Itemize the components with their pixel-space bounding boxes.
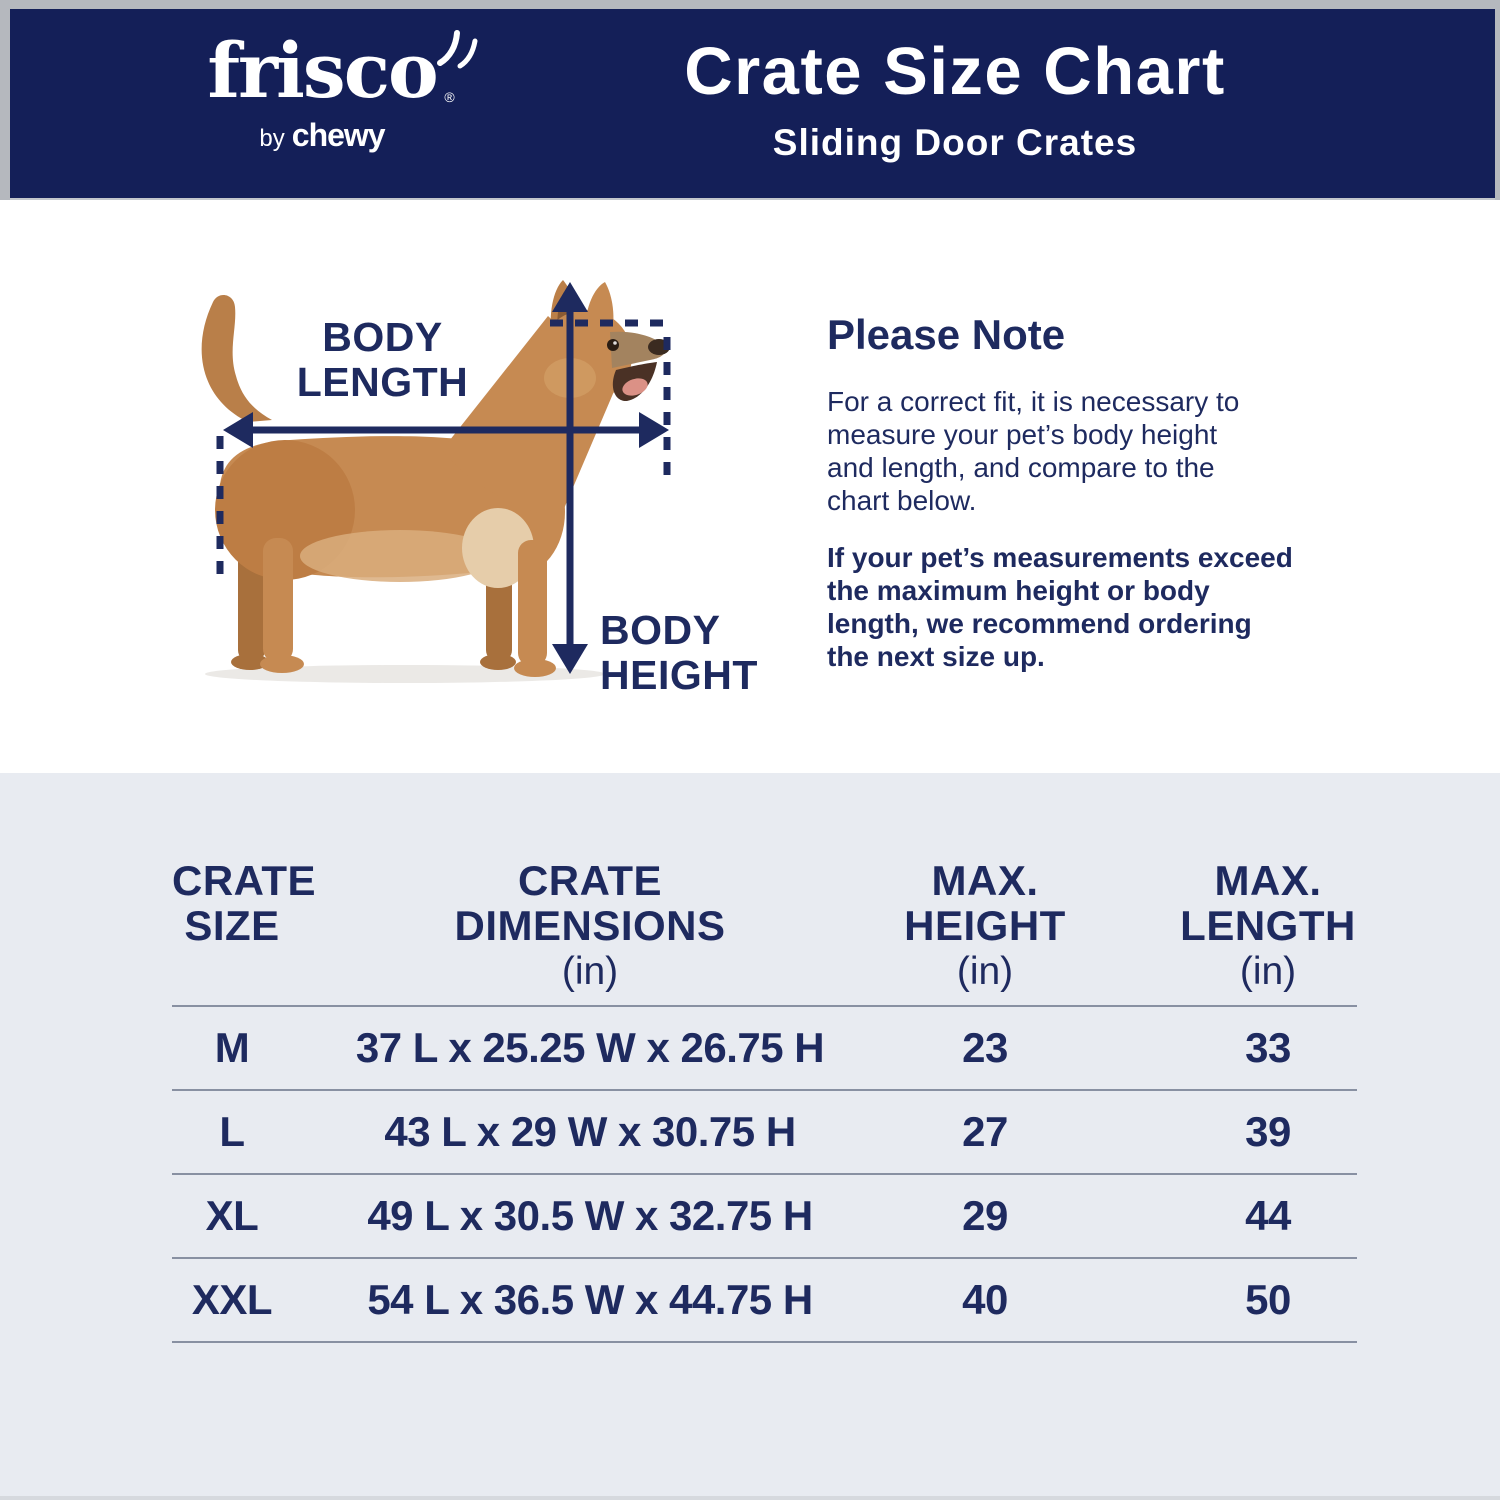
- note-bold-line: the maximum height or body: [827, 575, 1210, 606]
- byline-prefix: by: [259, 125, 285, 152]
- column-header-crate-dimensions: CRATE DIMENSIONS (in): [454, 857, 726, 993]
- dog-front-paw-far: [480, 654, 516, 670]
- table-divider: [172, 1005, 1357, 1007]
- frisco-wordmark: frisco: [207, 26, 438, 115]
- dog-rear-paw-near: [260, 655, 304, 673]
- table-divider: [172, 1089, 1357, 1091]
- body-height-arrowhead-bottom: [552, 644, 588, 674]
- note-bold-line: length, we recommend ordering: [827, 608, 1252, 639]
- cell-dimensions: 43 L x 29 W x 30.75 H: [384, 1108, 796, 1155]
- swoosh-icon: [436, 30, 478, 69]
- dog-chest-patch: [462, 508, 534, 588]
- note-bold-line: If your pet’s measurements exceed: [827, 542, 1293, 573]
- table-row-xl: XL 49 L x 30.5 W x 32.75 H 29 44: [172, 1175, 1454, 1257]
- column-header-max-height: MAX. HEIGHT (in): [904, 857, 1066, 993]
- body-height-label-line1: BODY: [600, 607, 721, 653]
- dog-rear-leg-near: [263, 538, 293, 662]
- note-paragraph-bold: If your pet’s measurements exceed the ma…: [827, 541, 1347, 673]
- body-length-arrowhead-right: [639, 412, 669, 448]
- column-header-crate-size: CRATE SIZE: [172, 857, 317, 949]
- cell-max-height: 23: [962, 1024, 1008, 1071]
- table-divider: [172, 1257, 1357, 1259]
- cell-max-length: 33: [1245, 1024, 1291, 1071]
- dog-tongue: [622, 378, 648, 396]
- registered-trademark: ®: [444, 89, 455, 105]
- cell-dimensions: 37 L x 25.25 W x 26.75 H: [355, 1024, 825, 1071]
- measurement-section: BODY LENGTH BODY HEIGHT Please Note For …: [0, 200, 1500, 773]
- cell-size: XXL: [191, 1276, 273, 1323]
- note-line: measure your pet’s body height: [827, 419, 1218, 450]
- page-subtitle: Sliding Door Crates: [772, 122, 1138, 164]
- header: frisco ® by chewy Crate Size Chart Slidi…: [10, 9, 1495, 200]
- dog-belly-highlight: [300, 530, 500, 582]
- note-bold-line: the next size up.: [827, 641, 1045, 672]
- dog-eye: [607, 339, 619, 351]
- body-height-label-line2: HEIGHT: [600, 652, 758, 698]
- page-title: Crate Size Chart: [684, 34, 1226, 109]
- cell-dimensions: 54 L x 36.5 W x 44.75 H: [367, 1276, 813, 1323]
- header-band: frisco ® by chewy Crate Size Chart Slidi…: [0, 0, 1500, 200]
- body-length-label-line1: BODY: [322, 314, 443, 360]
- note-line: For a correct fit, it is necessary to: [827, 386, 1240, 417]
- cell-max-length: 44: [1245, 1192, 1291, 1239]
- table-divider: [172, 1173, 1357, 1175]
- cell-size: M: [214, 1024, 250, 1071]
- table-divider: [172, 1341, 1357, 1343]
- note-line: and length, and compare to the: [827, 452, 1215, 483]
- brand-row: frisco ®: [207, 30, 478, 109]
- note-line: chart below.: [827, 485, 977, 516]
- cell-max-height: 27: [962, 1108, 1008, 1155]
- chewy-byline: by chewy: [259, 117, 386, 154]
- cell-max-height: 29: [962, 1192, 1008, 1239]
- dog-rear-paw-far: [231, 654, 269, 670]
- cell-max-length: 50: [1245, 1276, 1291, 1323]
- dog-photo: [201, 280, 670, 677]
- dog-eye-highlight: [613, 341, 617, 345]
- dog-tail: [201, 294, 272, 422]
- dog-front-paw-near: [514, 659, 556, 677]
- dog-measurement-diagram: [201, 280, 672, 683]
- body-length-label-line2: LENGTH: [296, 359, 469, 405]
- body-height-arrowhead-top: [552, 282, 588, 312]
- body-length-label: BODY LENGTH: [230, 315, 535, 405]
- ground-shadow: [205, 665, 605, 683]
- table-row-l: L 43 L x 29 W x 30.75 H 27 39: [172, 1091, 1454, 1173]
- cell-max-length: 39: [1245, 1108, 1291, 1155]
- please-note: Please Note For a correct fit, it is nec…: [827, 312, 1347, 673]
- measurement-arrows: [216, 282, 672, 674]
- body-height-label: BODY HEIGHT: [600, 608, 758, 698]
- column-header-max-length: MAX. LENGTH (in): [1180, 857, 1356, 993]
- table-header-row: CRATE SIZE CRATE DIMENSIONS (in) MAX. HE…: [172, 858, 1454, 1005]
- dog-front-leg-near: [518, 540, 547, 666]
- header-titles: Crate Size Chart Sliding Door Crates: [630, 34, 1280, 164]
- body-length-arrowhead-left: [223, 412, 253, 448]
- note-paragraph: For a correct fit, it is necessary to me…: [827, 385, 1347, 517]
- table-row-m: M 37 L x 25.25 W x 26.75 H 23 33: [172, 1007, 1454, 1089]
- size-table: CRATE SIZE CRATE DIMENSIONS (in) MAX. HE…: [172, 858, 1454, 1343]
- dog-muzzle: [610, 331, 666, 368]
- chewy-wordmark: chewy: [291, 117, 386, 153]
- cell-max-height: 40: [962, 1276, 1008, 1323]
- size-table-section: CRATE SIZE CRATE DIMENSIONS (in) MAX. HE…: [0, 773, 1500, 1500]
- cell-size: XL: [205, 1192, 259, 1239]
- cell-dimensions: 49 L x 30.5 W x 32.75 H: [367, 1192, 813, 1239]
- frisco-logo: frisco ® by chewy: [182, 30, 478, 154]
- table-row-xxl: XXL 54 L x 36.5 W x 44.75 H 40 50: [172, 1259, 1454, 1341]
- cell-size: L: [219, 1108, 245, 1155]
- note-heading: Please Note: [827, 311, 1066, 358]
